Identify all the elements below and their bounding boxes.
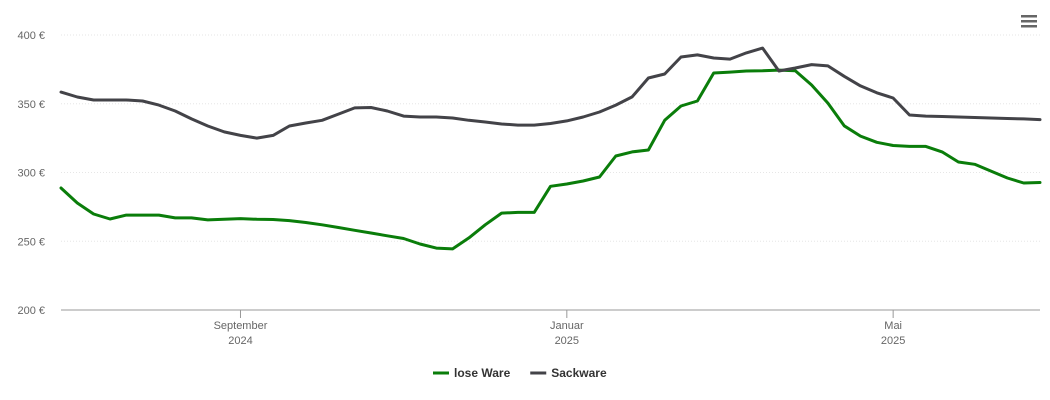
menu-bar — [1021, 20, 1037, 23]
y-tick-label: 250 € — [17, 236, 45, 248]
y-tick-label: 350 € — [17, 99, 45, 111]
legend-label[interactable]: lose Ware — [454, 366, 511, 380]
line-series — [59, 68, 1042, 251]
y-tick-label: 400 € — [17, 30, 45, 42]
x-tick-label: Mai 2025 — [881, 320, 905, 347]
menu-bar — [1021, 15, 1037, 18]
menu-bar — [1021, 25, 1037, 28]
x-tick-label: Januar 2025 — [550, 320, 584, 347]
line-series — [59, 46, 1042, 140]
x-tick-label: September 2024 — [214, 320, 268, 347]
legend-label[interactable]: Sackware — [551, 366, 607, 380]
y-tick-label: 300 € — [17, 168, 45, 180]
legend: lose Ware Sackware — [433, 366, 607, 380]
menu-icon[interactable] — [1021, 15, 1037, 28]
y-tick-label: 200 € — [17, 305, 45, 317]
